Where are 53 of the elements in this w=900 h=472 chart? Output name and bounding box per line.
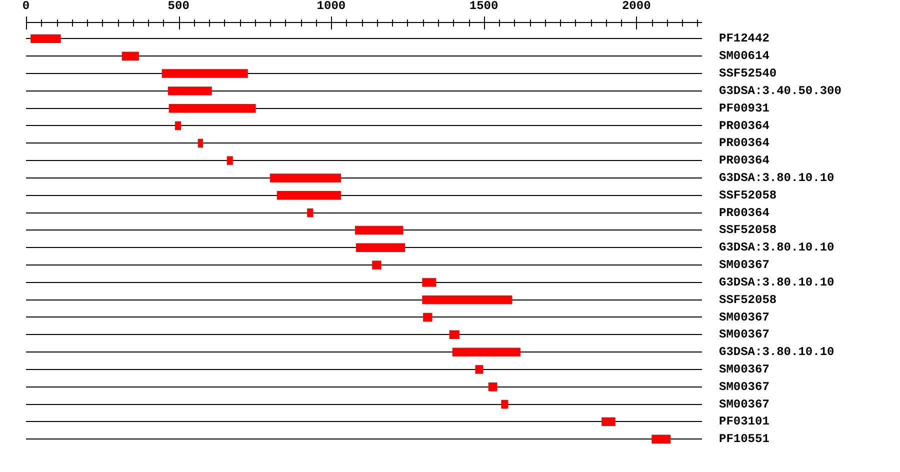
y-tick-label: PF12442 [719,32,770,46]
bar [488,382,498,392]
bar [198,138,204,148]
bar [449,330,460,339]
y-tick-label: SM00367 [719,258,770,272]
x-tick-label: 1500 [469,0,498,13]
bar [501,400,508,409]
bar [174,121,182,130]
bar [226,156,233,165]
bar [122,52,139,60]
bar [475,365,484,374]
y-tick-label: G3DSA:3.80.10.10 [719,240,834,255]
x-tick-label: 2000 [622,0,651,13]
y-tick-label: PR00364 [719,118,770,133]
y-tick-label: SSF52058 [719,292,777,307]
bar [372,260,382,270]
y-tick-label: SM00367 [719,310,770,324]
bar [276,191,341,200]
y-tick-label: SSF52058 [719,188,777,202]
x-tick-label: 0 [22,0,30,13]
bar [652,434,671,444]
bar [30,34,61,44]
y-tick-label: G3DSA:3.80.10.10 [719,170,834,185]
y-tick-label: PF03101 [719,414,770,429]
bar [422,278,436,287]
y-tick-label: G3DSA:3.80.10.10 [719,345,834,360]
bar [354,226,404,235]
bar [452,348,520,356]
y-tick-label: SM00367 [719,328,770,342]
y-tick-label: G3DSA:3.80.10.10 [719,275,834,290]
bar [162,69,248,78]
y-tick-label: SM00367 [719,397,770,412]
y-tick-label: PF00931 [719,101,770,116]
y-tick-label: SM00614 [719,49,770,64]
y-tick-label: PR00364 [719,136,770,150]
y-tick-label: PR00364 [719,206,770,220]
x-tick-label: 1000 [316,0,346,13]
bar [356,243,406,252]
y-tick-label: SM00367 [719,362,770,376]
bar [307,208,314,218]
bar [602,417,616,426]
bar [423,312,432,322]
bar [270,174,341,182]
y-tick-label: PR00364 [719,154,770,168]
y-tick-label: SSF52540 [719,66,777,81]
bar [168,86,212,96]
bar [168,104,256,113]
y-tick-label: PF10551 [719,432,770,446]
bar [422,295,512,304]
y-tick-label: G3DSA:3.40.50.300 [719,84,842,98]
x-tick-label: 500 [168,0,190,13]
y-tick-label: SM00367 [719,380,770,394]
y-tick-label: SSF52058 [719,223,777,238]
